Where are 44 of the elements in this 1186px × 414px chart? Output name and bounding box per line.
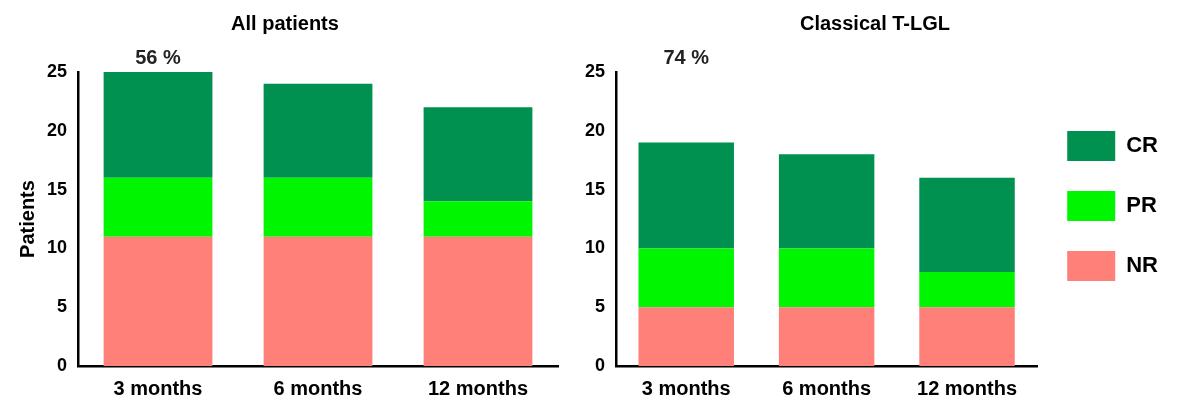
bar [103,236,213,366]
legend-label: PR [1126,192,1157,218]
legend-label: NR [1126,252,1159,278]
x-tick-label: 12 months [427,376,529,399]
y-tick-label: 25 [584,60,606,81]
y-tick-label: 0 [595,354,606,375]
y-tick-label: 25 [46,60,68,81]
y-tick-label: 20 [584,119,606,140]
y-tick-label: 10 [46,237,68,258]
chart-title: All patients [231,11,339,34]
bar [423,201,533,237]
bar [919,271,1015,308]
bar [103,177,213,237]
bar [263,83,373,178]
bar [778,248,875,308]
bar [919,307,1015,366]
x-tick-label: 6 months [782,376,872,399]
legend-label: CR [1126,132,1159,158]
y-tick-label: 15 [584,178,606,199]
y-tick-label: 5 [57,296,68,317]
x-tick-label: 3 months [113,376,203,399]
y-tick-label: 10 [584,237,606,258]
y-tick-label: 5 [595,296,606,317]
chart-title: Classical T-LGL [799,11,951,34]
bar [423,107,533,202]
text: 74 % [663,45,710,68]
bar [919,177,1015,272]
y-tick-label: 0 [57,354,68,375]
bar [638,307,734,366]
y-tick-label: 20 [46,119,68,140]
bar [103,72,213,178]
bar [263,177,373,237]
bar [778,307,875,366]
bar [778,154,875,249]
x-tick-label: 12 months [917,376,1018,399]
y-tick-label: 15 [46,178,68,199]
bar [638,248,734,308]
x-tick-label: 6 months [273,376,363,399]
bar [638,142,734,249]
text: 56 % [135,45,182,68]
x-tick-label: 3 months [641,376,731,399]
bar [423,236,533,366]
y-axis-title: Patients [15,180,38,258]
bar [263,236,373,366]
